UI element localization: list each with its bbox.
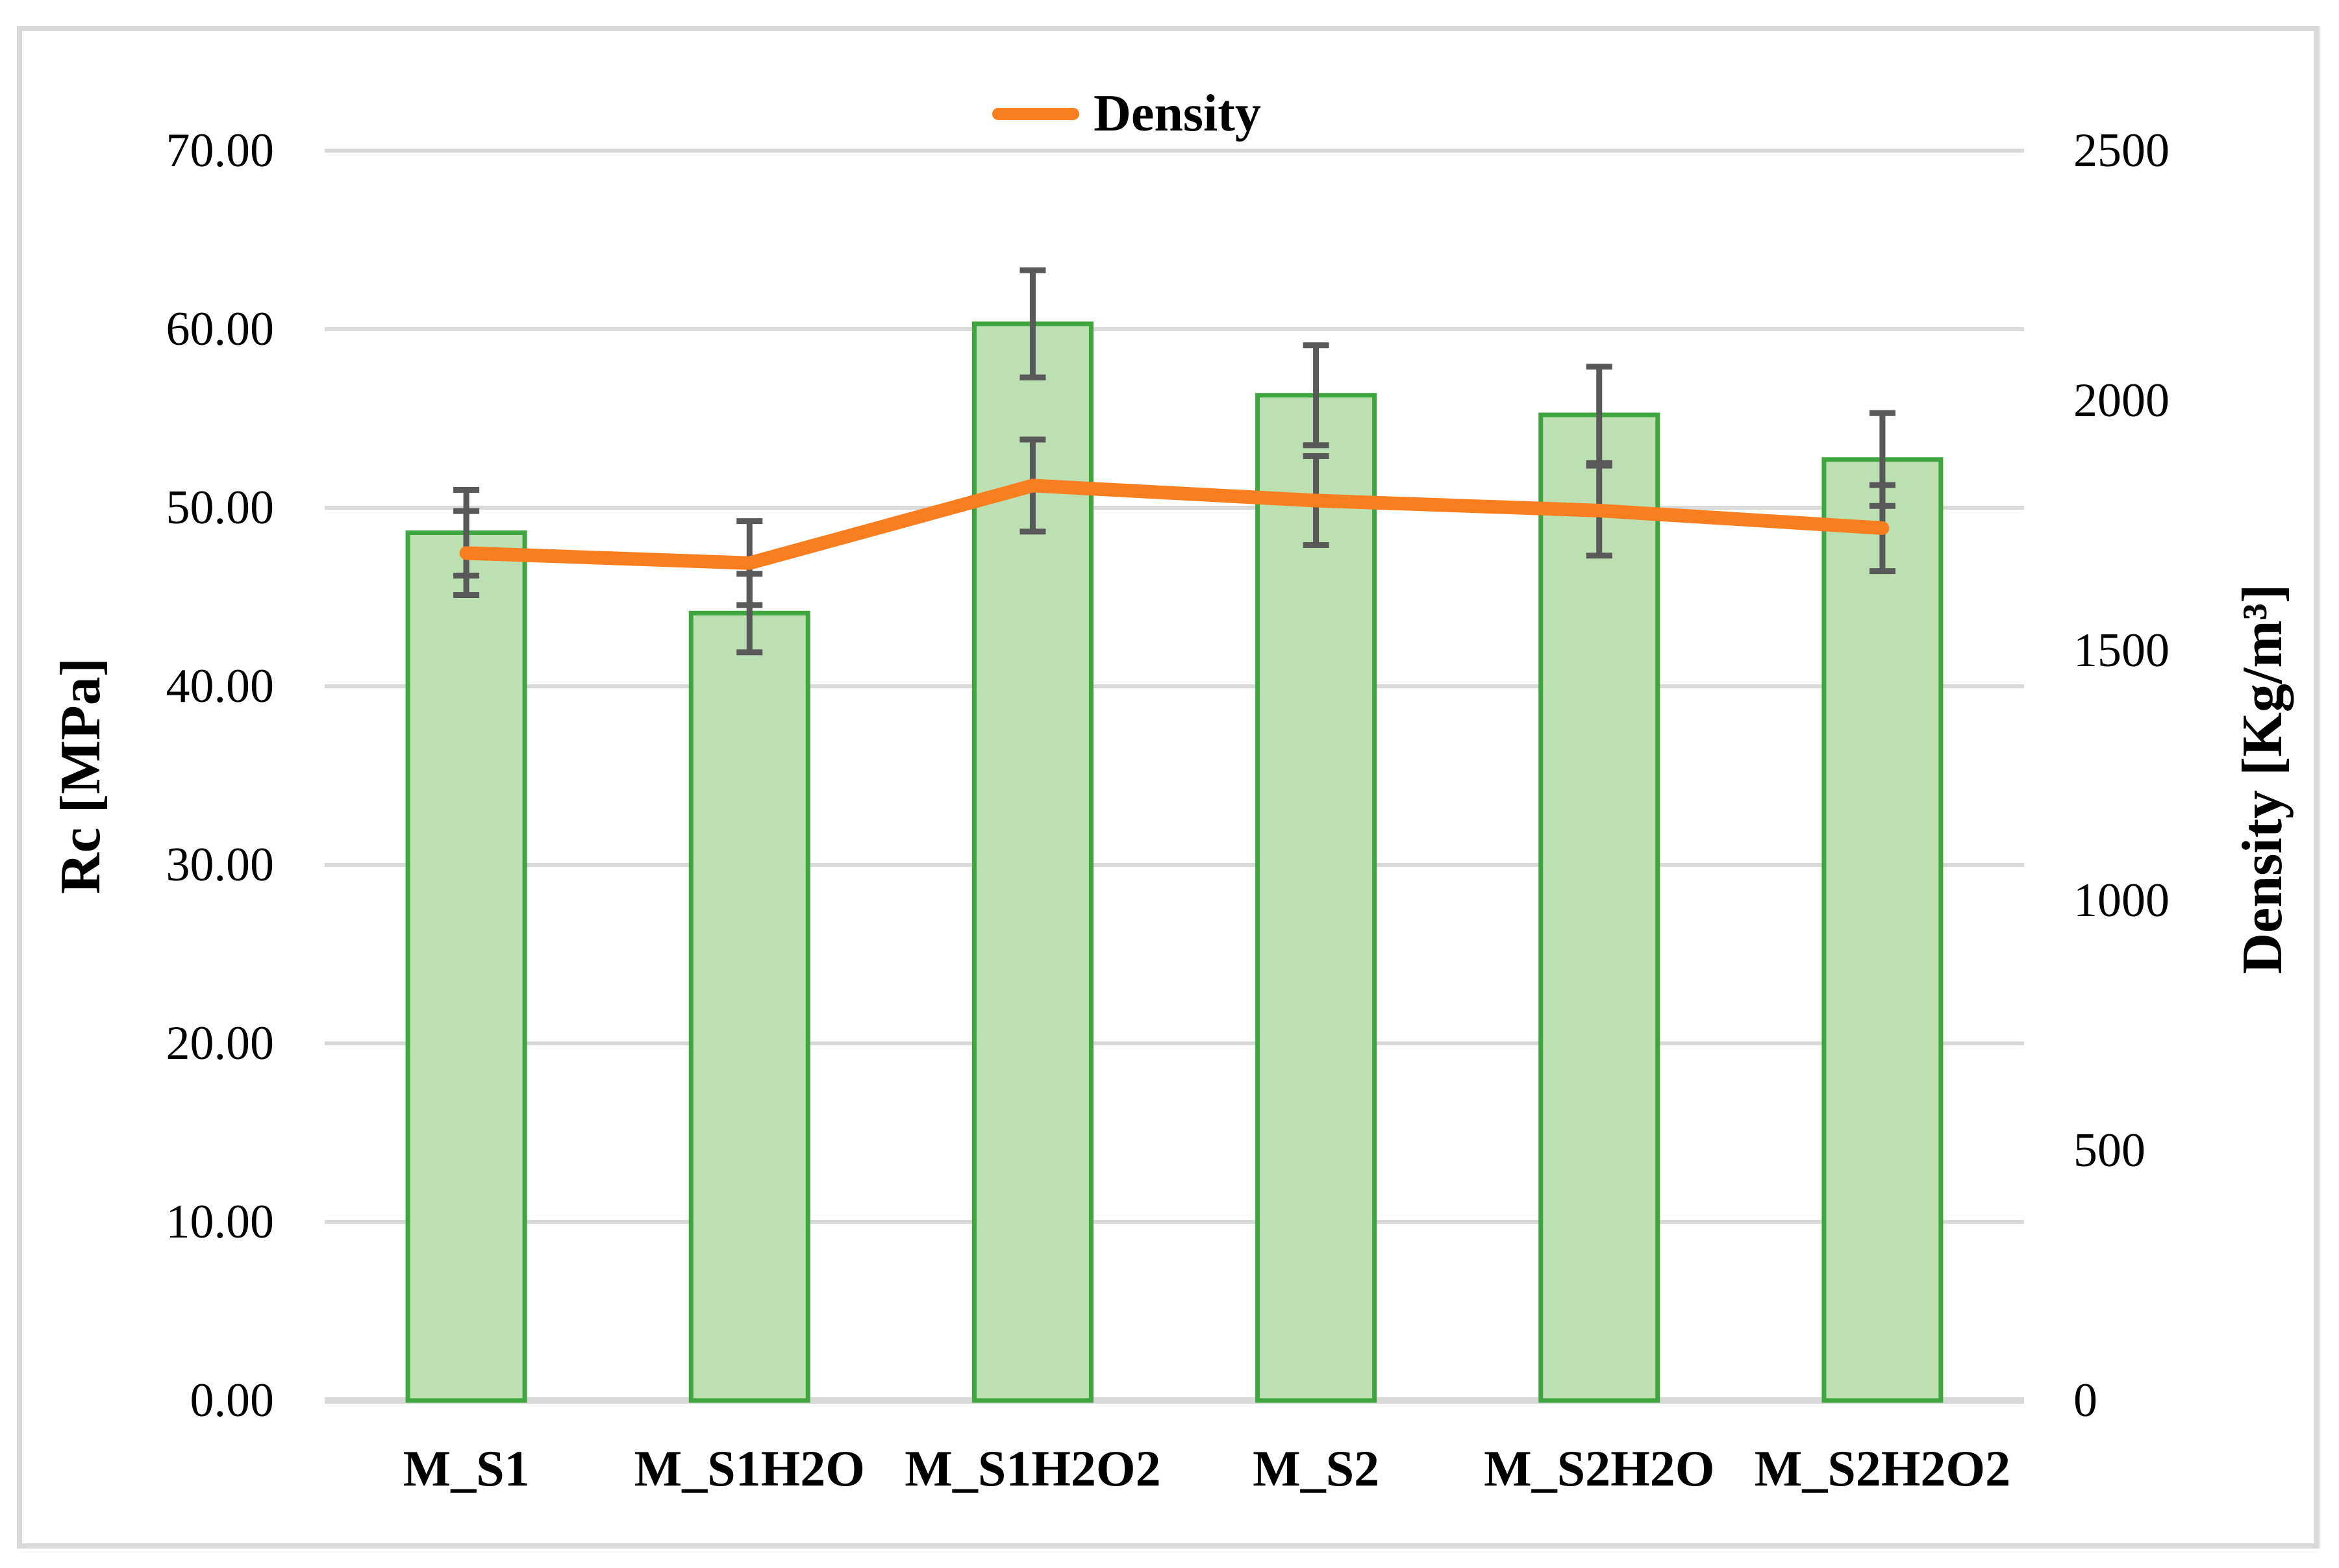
- legend-label: Density: [1094, 85, 1261, 142]
- left-axis-tick-label: 30.00: [166, 838, 275, 891]
- figure-border: [17, 26, 2320, 1549]
- category-label-M_S2H2O2: M_S2H2O2: [1754, 1440, 2011, 1497]
- category-label-M_S1H2O: M_S1H2O: [634, 1440, 865, 1497]
- density-line: [459, 479, 1890, 570]
- right-axis-title: Density [Kg/m³]: [2231, 584, 2294, 975]
- right-axis-tick-label: 1500: [2073, 624, 2170, 677]
- left-axis-tick-label: 60.00: [166, 303, 275, 356]
- left-axis-tick-label: 20.00: [166, 1017, 275, 1070]
- left-axis-tick-label: 10.00: [166, 1195, 275, 1249]
- right-axis-tick-label: 2500: [2073, 124, 2170, 177]
- right-axis-tick-label: 2000: [2073, 374, 2170, 427]
- left-axis-title: Rc [MPa]: [49, 657, 112, 895]
- bar-M_S1H2O: [688, 610, 810, 1403]
- legend-line-swatch: [992, 108, 1080, 120]
- left-axis-tick-label: 0.00: [190, 1374, 275, 1427]
- right-axis-tick-label: 500: [2073, 1124, 2145, 1177]
- right-axis-tick-label: 1000: [2073, 874, 2170, 927]
- bar-M_S2H2O2: [1821, 457, 1944, 1403]
- category-label-M_S2H2O: M_S2H2O: [1484, 1440, 1715, 1497]
- bar-M_S1: [405, 530, 527, 1403]
- left-axis-tick-label: 40.00: [166, 660, 275, 713]
- category-label-M_S2: M_S2: [1253, 1440, 1380, 1497]
- bar-M_S2H2O: [1538, 412, 1660, 1403]
- category-label-M_S1H2O2: M_S1H2O2: [905, 1440, 1161, 1497]
- right-axis-tick-label: 0: [2073, 1374, 2097, 1427]
- category-label-M_S1: M_S1: [403, 1440, 530, 1497]
- left-axis-tick-label: 50.00: [166, 481, 275, 534]
- bar-M_S2: [1255, 393, 1377, 1403]
- left-axis-tick-label: 70.00: [166, 124, 275, 177]
- legend: Density: [932, 77, 1321, 151]
